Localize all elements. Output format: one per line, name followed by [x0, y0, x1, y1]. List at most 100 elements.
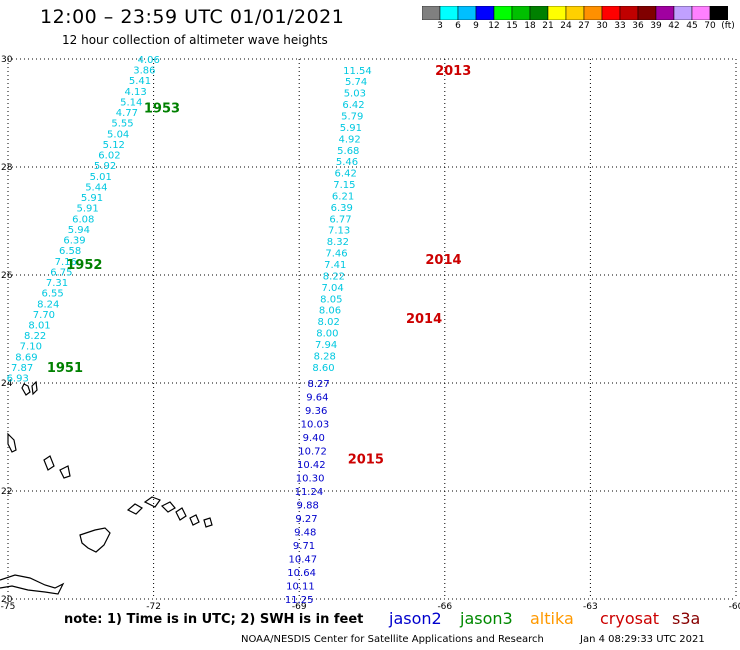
- wave-height-value: 10.42: [297, 460, 326, 471]
- track-east-lower: 8.27 9.64 9.36 10.03 9.40 10.72 10.42 10.30 11.2…: [285, 379, 330, 606]
- wave-height-value: 3.86: [133, 66, 155, 77]
- wave-height-value: 8.27: [307, 379, 329, 390]
- color-scale-label: 18: [524, 21, 536, 31]
- track-west: 4.063.865.414.135.144.775.555.045.126.02…: [7, 55, 160, 385]
- wave-height-value: 8.69: [15, 352, 37, 363]
- wave-height-value: 7.46: [325, 249, 347, 260]
- island-inagua: [175, 507, 187, 521]
- color-swatch: [547, 6, 567, 20]
- wave-height-value: 8.22: [323, 271, 345, 282]
- wave-height-value: 8.06: [319, 306, 341, 317]
- wave-height-value: 6.55: [42, 289, 64, 300]
- wave-height-value: 7.04: [321, 283, 343, 294]
- wave-height-value: 6.02: [98, 151, 120, 162]
- color-swatch: [619, 6, 639, 20]
- wave-height-value: 5.91: [340, 123, 362, 134]
- wave-height-value: 5.03: [344, 89, 366, 100]
- wave-height-value: 9.27: [295, 514, 317, 525]
- wave-height-value: 10.47: [289, 555, 318, 566]
- wave-height-value: 7.87: [11, 363, 33, 374]
- color-scale-label: 39: [650, 21, 662, 31]
- color-scale-labels: 3 6 9 12 15 18 21 24 27 30 33 36 39 42 45 70 (ft): [422, 21, 740, 33]
- wave-height-value: 7.70: [33, 310, 55, 321]
- island-cat: [59, 465, 71, 479]
- wave-height-value: 6.42: [342, 100, 364, 111]
- color-scale-label: 27: [578, 21, 590, 31]
- wave-height-value: 8.01: [28, 321, 50, 332]
- color-scale-label: 36: [632, 21, 644, 31]
- island-small-2: [203, 517, 213, 528]
- lon-tick-label: -60: [729, 602, 740, 612]
- island-mayaguana: [160, 501, 176, 513]
- wave-height-value: 8.28: [314, 351, 336, 362]
- wave-height-value: 5.68: [337, 146, 359, 157]
- wave-height-value: 8.02: [318, 317, 340, 328]
- wave-height-value: 4.13: [125, 87, 147, 98]
- track-east-upper: 11.545.745.036.425.795.914.925.685.466.4…: [312, 66, 371, 374]
- wave-height-value: 10.30: [296, 474, 325, 485]
- satellite-legend-s3a: s3a: [672, 609, 701, 628]
- pass-time-label: 1952: [66, 258, 102, 273]
- color-scale-label: 3: [437, 21, 443, 31]
- pass-time-label: 2015: [348, 453, 384, 468]
- lon-tick-label: -75: [1, 602, 16, 612]
- color-scale-label: 6: [455, 21, 461, 31]
- wave-height-value: 6.77: [329, 214, 351, 225]
- color-scale-bar: [422, 6, 728, 20]
- wave-height-value: 5.91: [81, 193, 103, 204]
- wave-height-value: 7.16: [55, 257, 77, 268]
- island-andros: [31, 380, 38, 396]
- wave-height-value: 5.01: [90, 172, 112, 183]
- island-long: [43, 455, 55, 471]
- wave-height-value: 6.08: [72, 214, 94, 225]
- wave-height-value: 11.54: [343, 66, 372, 77]
- wave-height-value: 11.24: [295, 487, 324, 498]
- wave-height-value: 7.94: [315, 340, 337, 351]
- color-scale-label: 33: [614, 21, 626, 31]
- coastline-islands: [0, 380, 213, 595]
- pass-time-label: 1953: [144, 102, 180, 117]
- color-scale-label: (ft): [721, 21, 735, 31]
- wave-height-value: 8.05: [320, 294, 342, 305]
- color-swatch: [439, 6, 459, 20]
- color-swatch: [565, 6, 585, 20]
- wave-height-value: 11.25: [285, 595, 314, 606]
- wave-height-value: 6.21: [332, 191, 354, 202]
- color-swatch: [457, 6, 477, 20]
- island-bahamas-north: [21, 383, 31, 396]
- altimeter-tracks: 4.063.865.414.135.144.775.555.045.126.02…: [7, 55, 372, 606]
- color-scale-label: 24: [560, 21, 572, 31]
- wave-height-value: 5.74: [345, 77, 367, 88]
- wave-height-value: 8.32: [327, 237, 349, 248]
- pass-time-label: 1951: [47, 361, 83, 376]
- wave-height-value: 7.13: [328, 226, 350, 237]
- lat-tick-label: 30: [1, 55, 13, 65]
- color-swatch: [422, 6, 441, 20]
- wave-height-value: 5.04: [107, 129, 129, 140]
- wave-height-value: 10.11: [286, 582, 315, 593]
- wave-height-value: 6.93: [7, 374, 29, 385]
- wave-height-value: 7.10: [20, 342, 42, 353]
- wave-height-value: 10.72: [298, 447, 327, 458]
- wave-height-value: 6.39: [331, 203, 353, 214]
- color-scale-label: 70: [704, 21, 716, 31]
- color-swatch: [583, 6, 603, 20]
- color-scale-label: 12: [488, 21, 500, 31]
- island-small-1: [189, 514, 200, 526]
- wave-height-value: 10.64: [287, 568, 316, 579]
- wave-height-value: 5.92: [94, 161, 116, 172]
- lat-tick-label: 28: [1, 163, 13, 173]
- wave-height-value: 6.75: [50, 267, 72, 278]
- wave-height-value: 10.03: [301, 420, 330, 431]
- wave-height-value: 8.60: [312, 363, 334, 374]
- wave-height-value: 8.22: [24, 331, 46, 342]
- island-caicos: [143, 496, 161, 508]
- color-swatch: [709, 6, 728, 20]
- wave-height-value: 5.94: [68, 225, 90, 236]
- generated-timestamp: Jan 4 08:29:33 UTC 2021: [580, 634, 705, 645]
- color-swatch: [601, 6, 621, 20]
- lat-lon-grid: [7, 58, 737, 600]
- color-scale-label: 21: [542, 21, 554, 31]
- island-cuba-east: [0, 574, 65, 595]
- wave-height-value: 5.46: [336, 157, 358, 168]
